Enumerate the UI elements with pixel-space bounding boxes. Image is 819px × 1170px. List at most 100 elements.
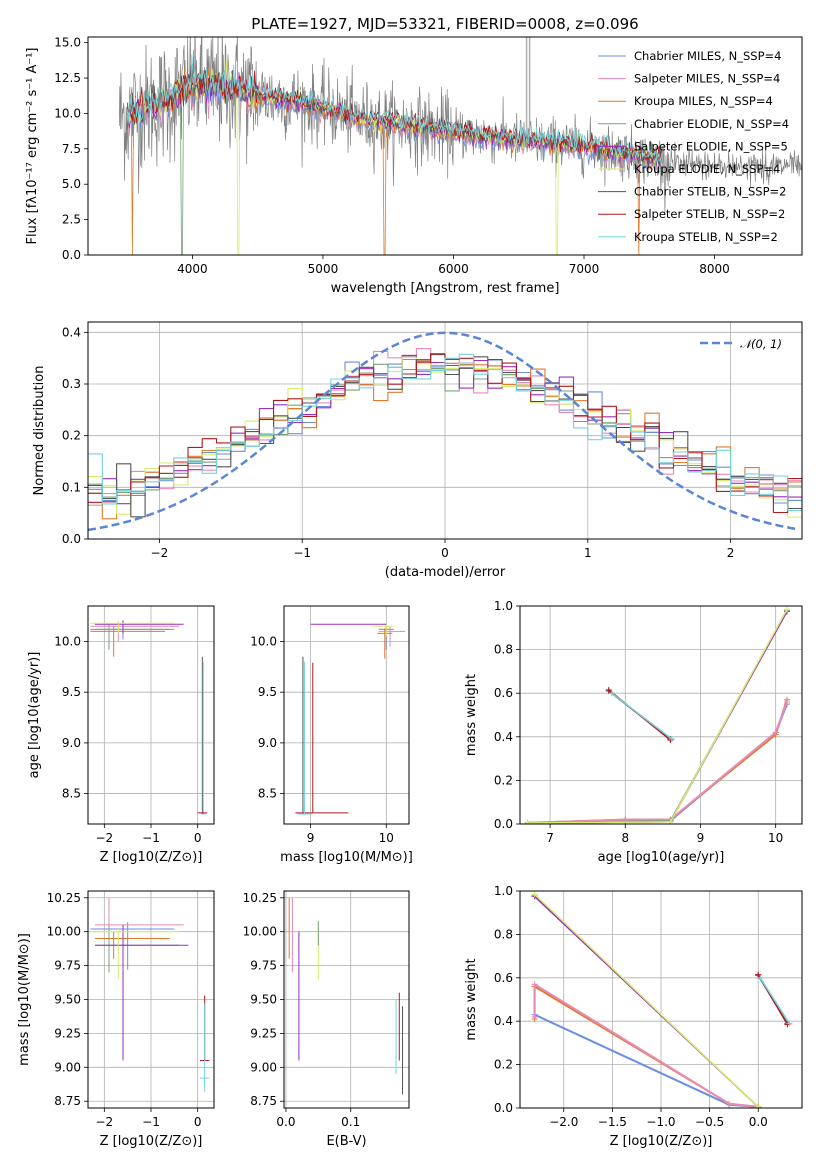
legend-label-kroupa_elodie: Kroupa ELODIE, N_SSP=4 bbox=[634, 162, 780, 176]
x-tick-label: −0.5 bbox=[695, 1115, 724, 1129]
y-tick-label: 0.6 bbox=[494, 686, 513, 700]
series-chabrier_miles bbox=[527, 703, 788, 824]
y-tick-label: 0.2 bbox=[62, 429, 81, 443]
point-salpeter-elodie bbox=[95, 620, 184, 635]
y-tick-label: 5.0 bbox=[62, 177, 81, 191]
x-tick-label: 7 bbox=[546, 831, 554, 845]
panel-spectrum: 4000 5000 6000 7000 8000 0.0 2.5 5.0 7.5 10.0 12.5… bbox=[25, 36, 803, 296]
y-tick-label: 8.5 bbox=[258, 787, 277, 801]
series-kroupa_elodie bbox=[534, 893, 759, 1108]
x-axis-label: (data-model)/error bbox=[385, 565, 506, 580]
x-tick-label: 10 bbox=[768, 831, 783, 845]
legend: Chabrier MILES, N_SSP=4 Salpeter MILES, N… bbox=[598, 49, 789, 244]
y-axis-label: age [log10(age/yr)] bbox=[27, 652, 42, 779]
model-line-salpeter_stelib bbox=[126, 70, 663, 161]
x-tick-label: 6000 bbox=[438, 262, 469, 276]
point-kroupa-miles bbox=[377, 628, 393, 659]
y-tick-label: 10.0 bbox=[54, 634, 81, 648]
y-tick-label: 9.75 bbox=[250, 959, 277, 973]
y-tick-label: 9.50 bbox=[250, 993, 277, 1007]
y-tick-label: 0.0 bbox=[494, 817, 513, 831]
plot-area-mass_vs_ebv bbox=[288, 897, 404, 1095]
y-tick-label: 9.0 bbox=[258, 736, 277, 750]
y-tick-label: 10.0 bbox=[54, 106, 81, 120]
x-tick-label: 0 bbox=[441, 546, 449, 560]
panel-age_vs_mass: 9 10 8.5 9.0 9.5 10.0 mass [log10(M/M⊙)] bbox=[250, 605, 413, 865]
series-chabrier_miles bbox=[534, 1013, 759, 1108]
y-tick-label: 10.25 bbox=[243, 891, 277, 905]
histogram-kroupa_stelib bbox=[88, 353, 802, 512]
y-tick-label: 7.5 bbox=[62, 142, 81, 156]
series-kroupa_stelib bbox=[759, 977, 791, 1024]
plot-area-residuals bbox=[88, 331, 802, 532]
point-chabrier-stelib bbox=[299, 656, 307, 815]
legend-label-kroupa_stelib: Kroupa STELIB, N_SSP=2 bbox=[634, 230, 778, 244]
x-tick-label: 9 bbox=[697, 831, 705, 845]
x-axis-label: mass [log10(M/M⊙)] bbox=[280, 850, 413, 865]
figure-title: PLATE=1927, MJD=53321, FIBERID=0008, z=0… bbox=[251, 15, 638, 33]
y-tick-label: 9.50 bbox=[54, 993, 81, 1007]
x-tick-label: 4000 bbox=[177, 262, 208, 276]
series-kroupa_stelib bbox=[611, 692, 673, 740]
y-tick-label: 10.00 bbox=[47, 925, 81, 939]
histogram-chabrier_elodie bbox=[88, 358, 802, 498]
y-tick-label: 9.5 bbox=[62, 685, 81, 699]
x-tick-label: 0 bbox=[194, 831, 202, 845]
y-axis-label: mass [log10(M/M⊙)] bbox=[17, 933, 32, 1066]
y-tick-label: 0.1 bbox=[62, 480, 81, 494]
y-tick-label: 15.0 bbox=[54, 36, 81, 50]
x-axis-label: Z [log10(Z/Z⊙)] bbox=[100, 1134, 203, 1149]
x-tick-label: 0 bbox=[194, 1115, 202, 1129]
series-kroupa_elodie bbox=[527, 608, 788, 824]
x-tick-label: −1 bbox=[142, 831, 160, 845]
plot-area-mass_vs_Z bbox=[90, 897, 210, 1092]
panel-mass_vs_Z: −2 −1 0 8.75 9.00 9.25 9.50 9.75 10.00 10.25 Z [lo… bbox=[17, 890, 215, 1149]
y-tick-label: 9.00 bbox=[54, 1060, 81, 1074]
legend-label-chabrier_elodie: Chabrier ELODIE, N_SSP=4 bbox=[634, 117, 789, 131]
y-tick-label: 0.4 bbox=[494, 1014, 513, 1028]
y-tick-label: 1.0 bbox=[494, 884, 513, 898]
x-tick-label: −1.5 bbox=[598, 1115, 627, 1129]
series-salpeter_miles bbox=[527, 701, 788, 824]
y-tick-label: 9.75 bbox=[54, 959, 81, 973]
y-tick-label: 0.2 bbox=[494, 1058, 513, 1072]
y-tick-label: 0.4 bbox=[494, 730, 513, 744]
plot-area-weight_vs_Z bbox=[531, 891, 793, 1108]
y-tick-label: 0.0 bbox=[62, 248, 81, 262]
x-tick-label: 1 bbox=[584, 546, 592, 560]
x-tick-label: −1 bbox=[142, 1115, 160, 1129]
series-kroupa_miles bbox=[527, 699, 788, 824]
panel-residuals: −2 −1 0 1 2 0.0 0.1 0.2 0.3 0.4 (data-model)/error… bbox=[32, 321, 803, 580]
panel-weight_vs_Z: −2.0 −1.5 −1.0 −0.5 0.0 0.0 0.2 0.4 0.6 0.8 1.0 Z [… bbox=[464, 884, 803, 1149]
x-axis-label: Z [log10(Z/Z⊙)] bbox=[100, 850, 203, 865]
normal-curve bbox=[88, 331, 800, 532]
y-tick-label: 1.0 bbox=[494, 599, 513, 613]
y-tick-label: 9.25 bbox=[54, 1026, 81, 1040]
model-line-salpeter_miles bbox=[126, 71, 663, 172]
x-axis-label: wavelength [Angstrom, rest frame] bbox=[331, 281, 560, 296]
model-line-kroupa_stelib bbox=[126, 54, 663, 164]
chart-panels: 4000 5000 6000 7000 80000.02.55.07.510.012.5… bbox=[17, 36, 803, 1149]
point-kroupa-elodie bbox=[90, 928, 179, 980]
point-salpeter-miles bbox=[378, 626, 406, 647]
x-tick-label: 0.0 bbox=[749, 1115, 768, 1129]
data-spectrum-line bbox=[118, 37, 802, 215]
legend-label-salpeter_elodie: Salpeter ELODIE, N_SSP=5 bbox=[634, 139, 788, 153]
y-tick-label: 9.5 bbox=[258, 685, 277, 699]
y-tick-label: 10.25 bbox=[47, 891, 81, 905]
series-salpeter_elodie bbox=[527, 611, 788, 824]
x-tick-label: −2 bbox=[95, 831, 113, 845]
y-tick-label: 12.5 bbox=[54, 71, 81, 85]
legend-label-chabrier_miles: Chabrier MILES, N_SSP=4 bbox=[634, 49, 781, 63]
x-tick-label: −1 bbox=[293, 546, 311, 560]
legend-label-kroupa_miles: Kroupa MILES, N_SSP=4 bbox=[634, 94, 773, 108]
plot-area-spectrum bbox=[118, 37, 802, 255]
y-tick-label: 0.2 bbox=[494, 773, 513, 787]
x-tick-label: −2 bbox=[151, 546, 169, 560]
legend-label-salpeter_miles: Salpeter MILES, N_SSP=4 bbox=[634, 72, 780, 86]
plot-area-age_vs_Z bbox=[90, 620, 207, 815]
panel-weight_vs_age: 7 8 9 10 0.0 0.2 0.4 0.6 0.8 1.0 age [log10(age/yr… bbox=[464, 599, 803, 865]
point-kroupa-elodie bbox=[371, 623, 394, 637]
plot-area-weight_vs_age bbox=[524, 606, 790, 824]
